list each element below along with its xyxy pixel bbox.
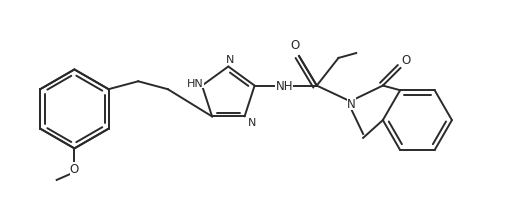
Text: NH: NH [275, 80, 293, 93]
Text: HN: HN [187, 78, 204, 88]
Text: O: O [290, 39, 299, 51]
Text: N: N [226, 54, 234, 64]
Text: O: O [401, 54, 410, 67]
Text: N: N [347, 97, 356, 110]
Text: O: O [70, 162, 79, 175]
Text: N: N [248, 118, 257, 128]
